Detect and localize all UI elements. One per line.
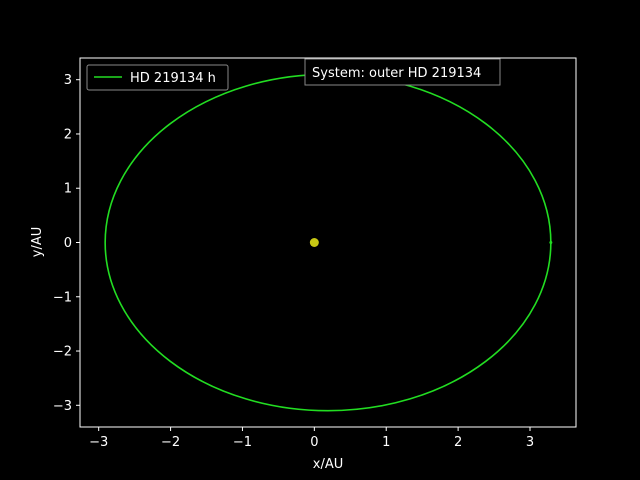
y-tick-label: 0 [64,236,72,251]
x-tick-label: 0 [310,435,318,450]
y-tick-label: 1 [64,182,72,197]
x-axis: −3 −2 −1 0 1 2 3 [89,427,534,450]
legend: HD 219134 h [86,64,229,91]
y-tick-label: −1 [53,290,72,305]
x-tick-label: 2 [454,435,462,450]
x-tick-label: 3 [526,435,534,450]
x-tick-label: −2 [161,435,180,450]
y-tick-label: −3 [53,399,72,414]
planet-marker-0 [549,241,553,244]
star-marker [309,238,319,247]
y-axis-label: y/AU [30,227,45,257]
y-axis: −3 −2 −1 0 1 2 3 [53,73,80,414]
x-tick-label: −1 [233,435,252,450]
x-tick-label: 1 [382,435,390,450]
plot-area [79,57,577,428]
x-tick-label: −3 [89,435,108,450]
system-annotation: System: outer HD 219134 [304,58,501,86]
x-axis-label: x/AU [313,457,343,472]
legend-entry-hd-219134-h: HD 219134 h [130,71,216,86]
y-tick-label: 3 [64,73,72,88]
legend-box [86,64,229,91]
annotation-box [304,58,501,86]
annotation-text: System: outer HD 219134 [312,66,481,81]
y-tick-label: 2 [64,127,72,142]
star-layer [309,238,319,247]
y-tick-label: −2 [53,345,72,360]
